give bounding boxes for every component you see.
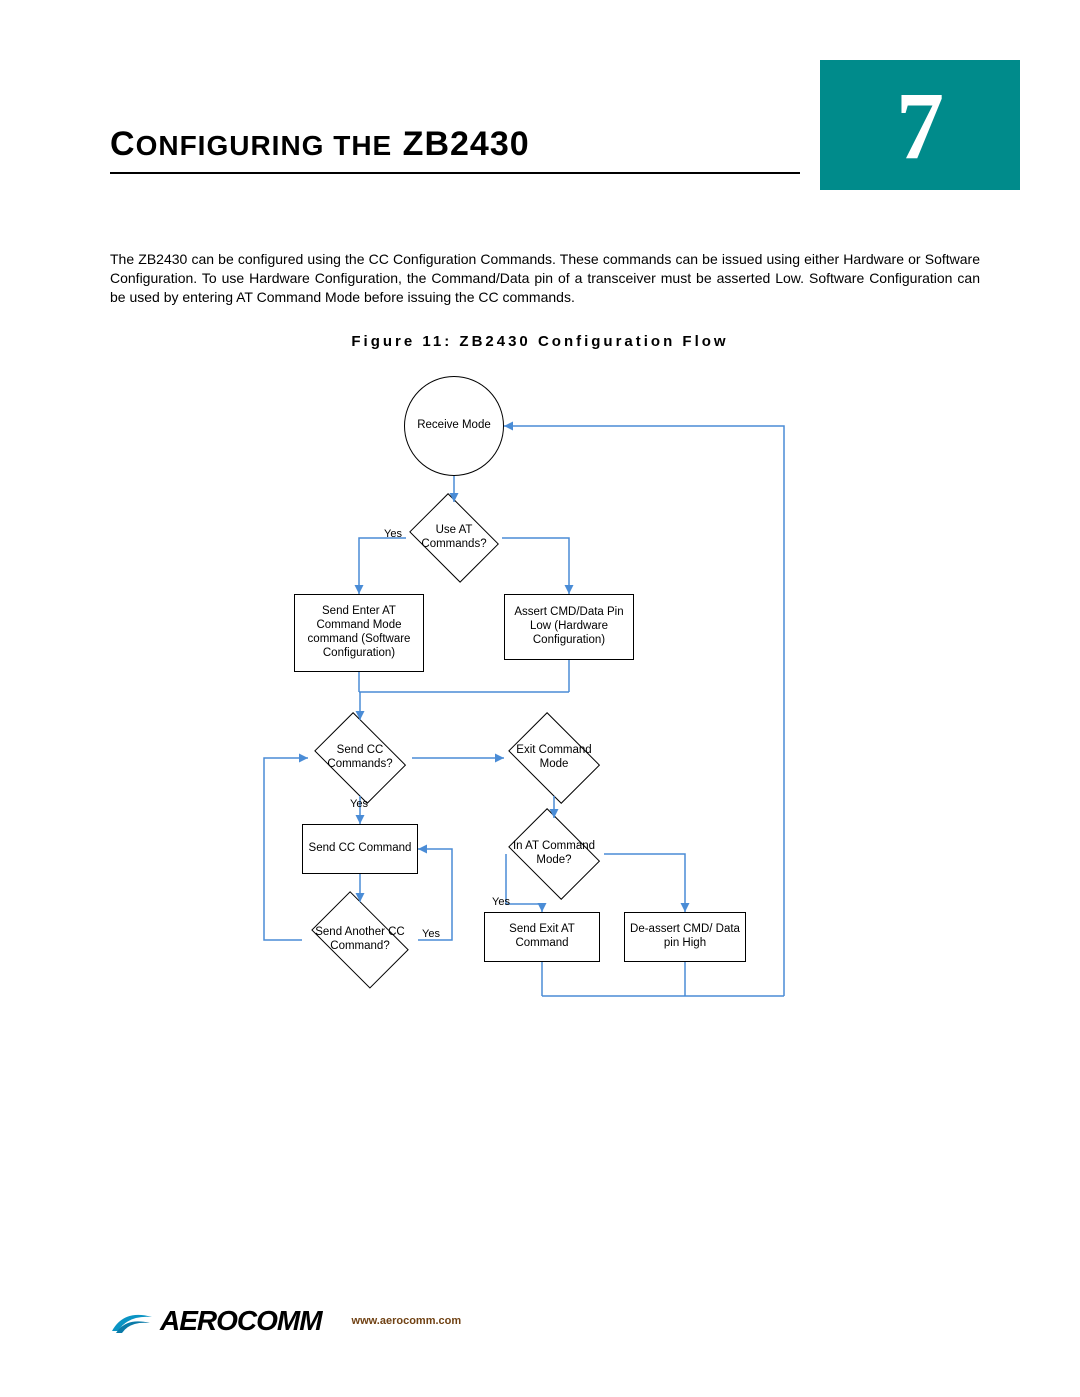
chapter-number: 7 xyxy=(896,70,944,181)
node-assert-low: Assert CMD/Data Pin Low (Hardware Config… xyxy=(504,594,634,660)
figure-caption: Figure 11: ZB2430 Configuration Flow xyxy=(0,333,1080,350)
edge-label-yes: Yes xyxy=(492,896,510,908)
edge-label-yes: Yes xyxy=(384,528,402,540)
node-in-at-q: In AT Command Mode? xyxy=(502,816,606,892)
node-label: In AT Command Mode? xyxy=(505,840,603,868)
chapter-number-box: 7 xyxy=(820,60,1020,190)
node-label: Send CC Commands? xyxy=(311,744,409,772)
node-label: Exit Command Mode xyxy=(505,744,603,772)
logo-text: AEROCOMM xyxy=(160,1305,322,1337)
node-receive-mode: Receive Mode xyxy=(404,376,504,476)
edge-label-yes: Yes xyxy=(422,928,440,940)
node-label: Send Another CC Command? xyxy=(305,926,415,954)
node-enter-at: Send Enter AT Command Mode command (Soft… xyxy=(294,594,424,672)
node-label: Send Exit AT Command xyxy=(488,923,596,951)
node-deassert: De-assert CMD/ Data pin High xyxy=(624,912,746,962)
node-exit-command-mode: Exit Command Mode xyxy=(502,720,606,796)
footer-url: www.aerocomm.com xyxy=(352,1315,462,1327)
page-title: CONFIGURING THE ZB2430 xyxy=(110,125,530,164)
title-rule xyxy=(110,172,800,174)
node-label: Send Enter AT Command Mode command (Soft… xyxy=(298,605,420,660)
node-send-exit-at: Send Exit AT Command xyxy=(484,912,600,962)
intro-paragraph: The ZB2430 can be configured using the C… xyxy=(110,250,980,307)
page-footer: AEROCOMM www.aerocomm.com xyxy=(110,1305,980,1337)
edge-label-yes: Yes xyxy=(350,798,368,810)
node-send-cc: Send CC Command xyxy=(302,824,418,874)
node-use-at-commands: Use AT Commands? xyxy=(404,500,504,576)
node-label: De-assert CMD/ Data pin High xyxy=(628,923,742,951)
node-label: Assert CMD/Data Pin Low (Hardware Config… xyxy=(508,606,630,647)
node-label: Use AT Commands? xyxy=(407,524,501,552)
node-label: Send CC Command xyxy=(309,842,412,856)
configuration-flowchart: Receive Mode Use AT Commands? Send Enter… xyxy=(244,376,814,1036)
aerocomm-logo: AEROCOMM xyxy=(110,1305,322,1337)
node-send-cc-q: Send CC Commands? xyxy=(308,720,412,796)
node-label: Receive Mode xyxy=(417,419,491,433)
swoosh-icon xyxy=(110,1305,154,1337)
node-another-cc-q: Send Another CC Command? xyxy=(302,902,418,978)
